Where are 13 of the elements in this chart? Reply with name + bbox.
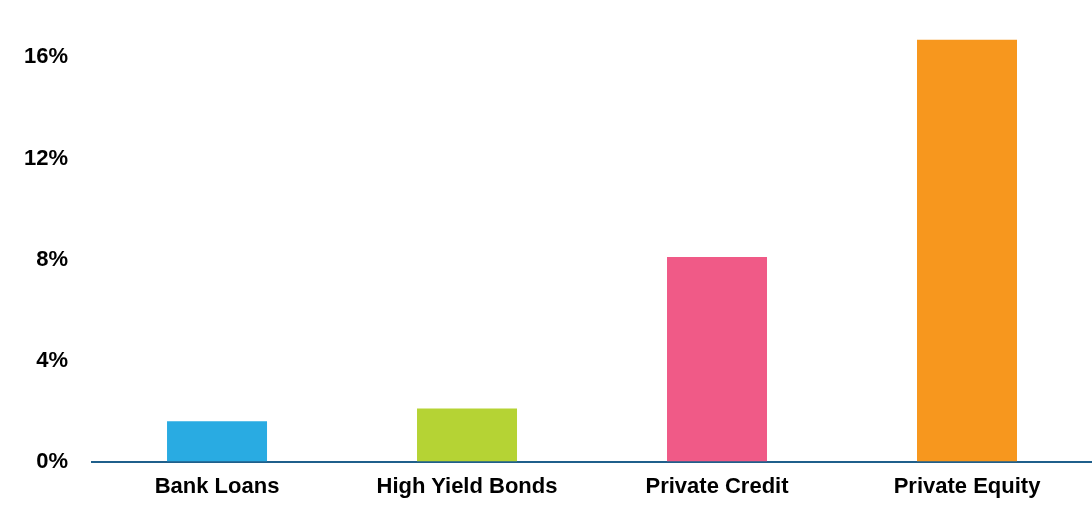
x-tick-label: Bank Loans [154,472,280,498]
x-tick-label: Private Credit [645,472,790,498]
x-tick-label: Private Equity [893,472,1042,498]
y-tick-label: 4% [36,346,69,372]
x-tick-label: High Yield Bonds [376,472,558,498]
bar [667,256,768,462]
bar [917,39,1017,462]
bar [167,421,268,462]
y-tick-label: 12% [23,144,69,170]
bar [417,408,518,462]
y-tick-label: 16% [23,43,69,69]
y-tick-label: 8% [36,245,69,271]
y-tick-label: 0% [36,447,69,473]
